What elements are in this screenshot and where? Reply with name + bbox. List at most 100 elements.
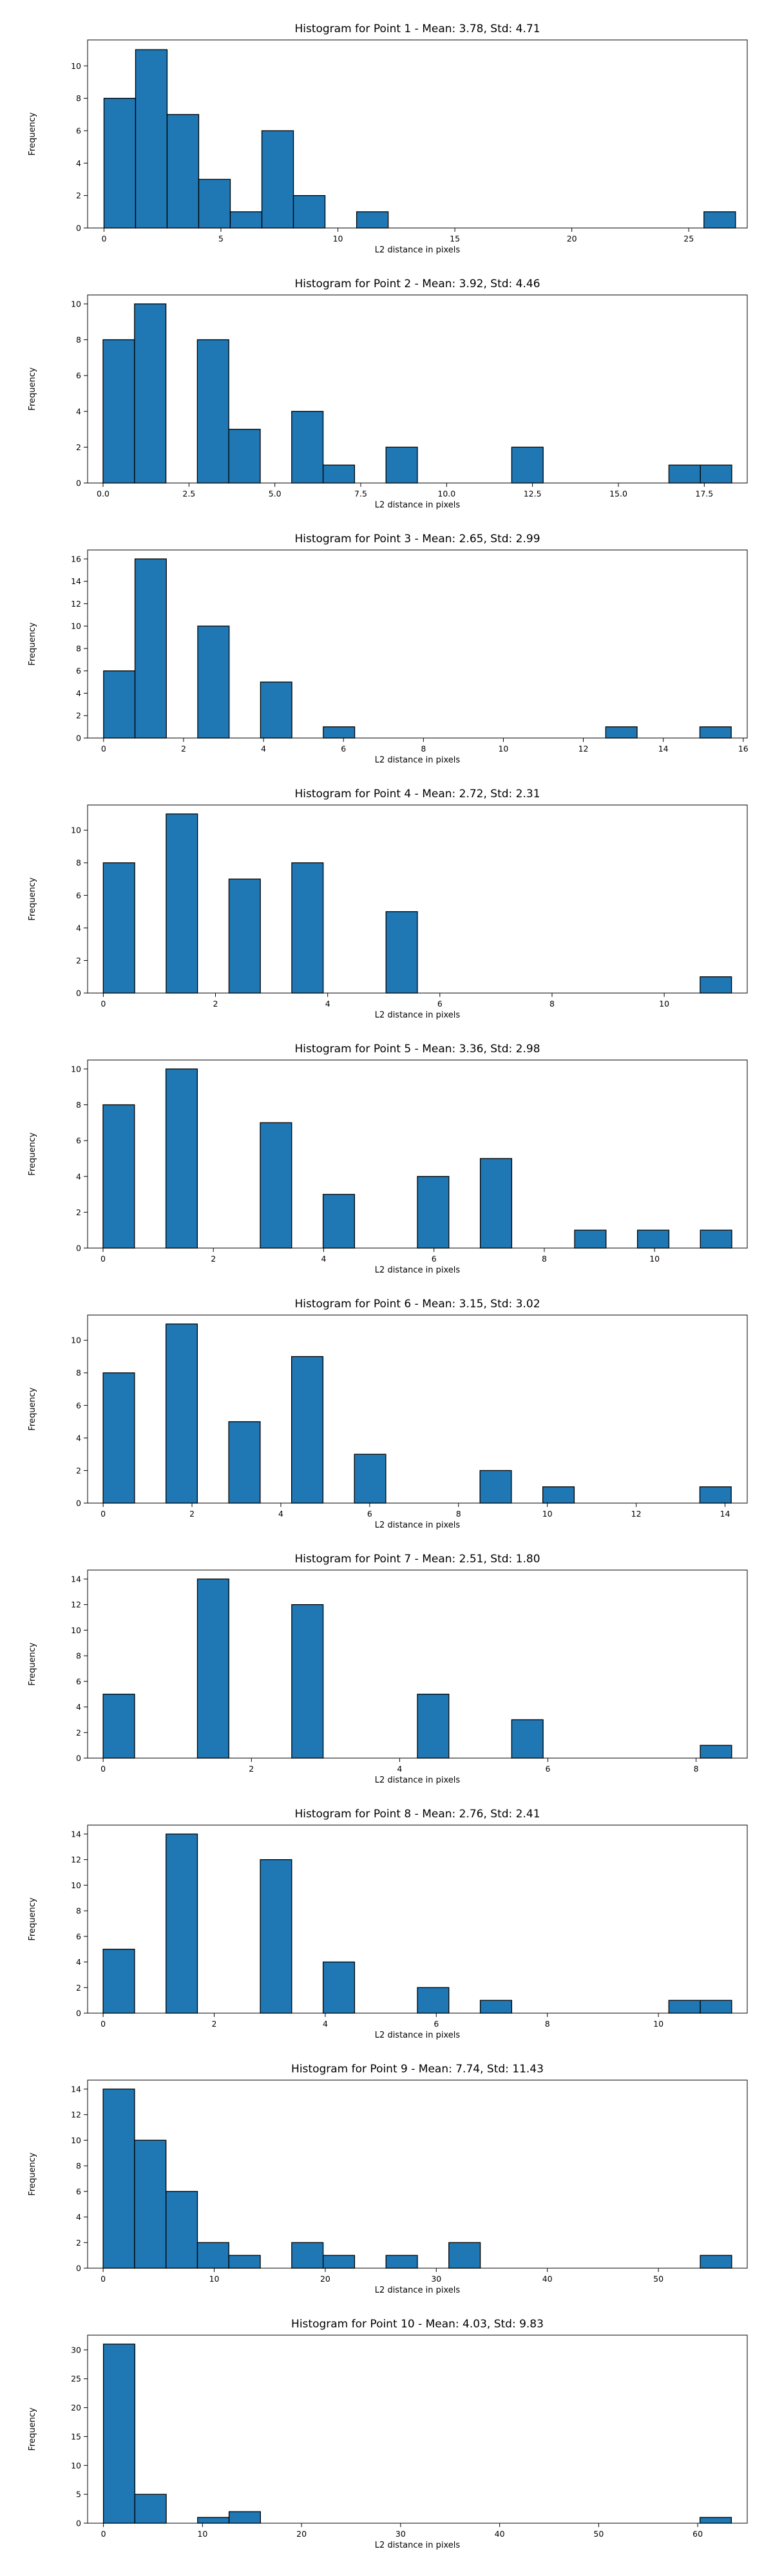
y-tick-label: 10 bbox=[71, 1336, 81, 1345]
axes-frame bbox=[87, 2079, 748, 2269]
histogram-bar bbox=[700, 2000, 732, 2014]
y-tick-label: 2 bbox=[76, 442, 81, 452]
histogram-bar bbox=[542, 1486, 575, 1504]
y-axis-label: Frequency bbox=[28, 1387, 37, 1430]
x-tick-label: 2 bbox=[211, 1254, 216, 1264]
histogram-bar bbox=[196, 2242, 229, 2269]
y-axis-label: Frequency bbox=[28, 622, 37, 665]
y-tick-label: 12 bbox=[71, 1855, 81, 1864]
histogram-bar bbox=[261, 130, 294, 229]
histogram-bar bbox=[354, 1454, 386, 1504]
histogram-bar bbox=[385, 446, 418, 484]
histogram-chart-9: Histogram for Point 9 - Mean: 7.74, Std:… bbox=[28, 2063, 748, 2295]
histogram-bar bbox=[605, 726, 638, 739]
bars bbox=[102, 2344, 732, 2524]
y-tick-label: 6 bbox=[76, 891, 81, 900]
histogram-bar bbox=[668, 464, 701, 484]
histogram-bar bbox=[417, 1176, 450, 1249]
histogram-bar bbox=[291, 2242, 324, 2269]
x-tick-label: 20 bbox=[567, 234, 577, 243]
y-tick-label: 6 bbox=[76, 1676, 81, 1686]
bars bbox=[102, 1068, 732, 1249]
x-tick-label: 2 bbox=[213, 999, 218, 1009]
y-axis-label: Frequency bbox=[28, 2407, 37, 2450]
x-axis-label: L2 distance in pixels bbox=[375, 2031, 461, 2040]
histogram-bar bbox=[511, 446, 544, 484]
x-tick-label: 40 bbox=[542, 2274, 553, 2284]
y-tick-label: 8 bbox=[76, 93, 81, 103]
x-tick-label: 4 bbox=[397, 1764, 402, 1774]
histogram-bar bbox=[102, 1104, 135, 1249]
y-axis-label: Frequency bbox=[28, 112, 37, 155]
y-tick-label: 6 bbox=[76, 1401, 81, 1410]
histogram-bar bbox=[260, 681, 292, 739]
bars bbox=[102, 1323, 732, 1504]
x-tick-label: 4 bbox=[321, 1254, 326, 1264]
y-tick-label: 0 bbox=[76, 1244, 81, 1253]
histogram-bar bbox=[636, 1229, 670, 1249]
y-tick-label: 4 bbox=[76, 1171, 81, 1181]
histogram-bar bbox=[103, 97, 137, 229]
x-tick-label: 10 bbox=[498, 744, 508, 753]
histogram-chart-2: Histogram for Point 2 - Mean: 3.92, Std:… bbox=[28, 278, 748, 510]
x-tick-label: 6 bbox=[437, 999, 443, 1009]
x-axis-label: L2 distance in pixels bbox=[375, 1010, 461, 1020]
y-tick-label: 4 bbox=[76, 923, 81, 933]
histogram-chart-1: Histogram for Point 1 - Mean: 3.78, Std:… bbox=[28, 23, 748, 255]
x-tick-label: 50 bbox=[653, 2274, 663, 2284]
bars bbox=[102, 2088, 732, 2269]
y-tick-label: 12 bbox=[71, 599, 81, 609]
histogram-bar bbox=[102, 339, 135, 484]
y-tick-label: 4 bbox=[76, 2212, 81, 2222]
y-tick-label: 10 bbox=[71, 826, 81, 835]
x-tick-label: 8 bbox=[456, 1509, 461, 1519]
x-tick-label: 10 bbox=[333, 234, 343, 243]
chart-title: Histogram for Point 8 - Mean: 2.76, Std:… bbox=[294, 1808, 540, 1821]
y-tick-label: 0 bbox=[76, 1754, 81, 1763]
histogram-bar bbox=[291, 862, 324, 994]
histogram-bar bbox=[291, 1604, 324, 1759]
x-tick-label: 0 bbox=[100, 2019, 106, 2029]
y-tick-label: 2 bbox=[76, 1208, 81, 1217]
y-tick-label: 8 bbox=[76, 1906, 81, 1916]
axes-frame bbox=[87, 2334, 748, 2524]
histogram-bar bbox=[228, 428, 261, 484]
histogram-bar bbox=[134, 2139, 167, 2269]
histogram-bar bbox=[700, 1745, 732, 1759]
x-tick-label: 15 bbox=[450, 234, 460, 243]
histogram-bar bbox=[229, 211, 263, 229]
chart-title: Histogram for Point 7 - Mean: 2.51, Std:… bbox=[294, 1553, 540, 1566]
x-tick-label: 60 bbox=[692, 2529, 703, 2539]
y-axis-label: Frequency bbox=[28, 367, 37, 410]
x-axis-label: L2 distance in pixels bbox=[375, 245, 461, 255]
y-tick-label: 6 bbox=[76, 1931, 81, 1941]
y-tick-label: 6 bbox=[76, 666, 81, 676]
axes-frame bbox=[87, 1569, 748, 1759]
x-tick-label: 6 bbox=[434, 2019, 439, 2029]
histogram-chart-6: Histogram for Point 6 - Mean: 3.15, Std:… bbox=[28, 1298, 748, 1530]
chart-title: Histogram for Point 5 - Mean: 3.36, Std:… bbox=[294, 1043, 540, 1056]
y-tick-label: 10 bbox=[71, 1064, 81, 1074]
chart-title: Histogram for Point 4 - Mean: 2.72, Std:… bbox=[294, 788, 540, 800]
x-tick-label: 30 bbox=[431, 2274, 441, 2284]
histogram-bar bbox=[700, 2255, 732, 2269]
x-tick-label: 4 bbox=[261, 744, 266, 753]
y-tick-label: 6 bbox=[76, 371, 81, 381]
histogram-bar bbox=[102, 2344, 135, 2524]
axes-frame bbox=[87, 39, 748, 229]
x-tick-label: 10 bbox=[653, 2019, 663, 2029]
histogram-bar bbox=[323, 726, 356, 739]
x-tick-label: 0 bbox=[101, 744, 106, 753]
x-tick-label: 50 bbox=[593, 2529, 604, 2539]
chart-title: Histogram for Point 1 - Mean: 3.78, Std:… bbox=[294, 23, 540, 35]
x-tick-label: 12 bbox=[578, 744, 589, 753]
histogram-bar bbox=[700, 1229, 732, 1249]
histogram-bar bbox=[479, 1470, 512, 1504]
histogram-bar bbox=[385, 2255, 418, 2269]
chart-title: Histogram for Point 6 - Mean: 3.15, Std:… bbox=[294, 1298, 540, 1311]
y-tick-label: 8 bbox=[76, 643, 81, 653]
bars bbox=[103, 49, 736, 229]
histogram-bar bbox=[165, 1323, 198, 1504]
x-tick-label: 4 bbox=[323, 2019, 328, 2029]
